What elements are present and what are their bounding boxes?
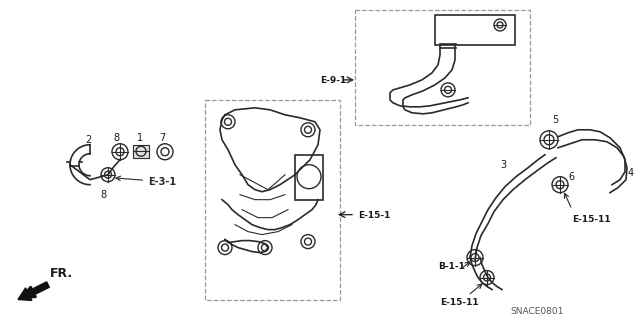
Bar xyxy=(355,10,530,125)
Text: 4: 4 xyxy=(628,168,634,178)
Text: SNACE0801: SNACE0801 xyxy=(510,308,563,316)
Text: E-15-11: E-15-11 xyxy=(440,298,479,307)
Text: 6: 6 xyxy=(568,172,574,182)
Bar xyxy=(205,100,340,300)
Text: 8: 8 xyxy=(100,190,106,200)
FancyBboxPatch shape xyxy=(133,145,149,158)
Text: E-3-1: E-3-1 xyxy=(116,176,176,187)
Text: B-1-1: B-1-1 xyxy=(438,262,465,271)
Text: 1: 1 xyxy=(137,133,143,143)
Text: E-15-1: E-15-1 xyxy=(358,211,390,220)
Text: FR.: FR. xyxy=(50,267,73,279)
Text: 3: 3 xyxy=(500,160,506,170)
Text: 8: 8 xyxy=(113,133,119,143)
Text: 5: 5 xyxy=(552,115,558,125)
Text: 7: 7 xyxy=(159,133,165,143)
Text: E-9-1: E-9-1 xyxy=(320,76,346,85)
Text: 2: 2 xyxy=(85,135,92,145)
FancyArrow shape xyxy=(18,282,49,300)
Text: E-15-11: E-15-11 xyxy=(572,215,611,224)
